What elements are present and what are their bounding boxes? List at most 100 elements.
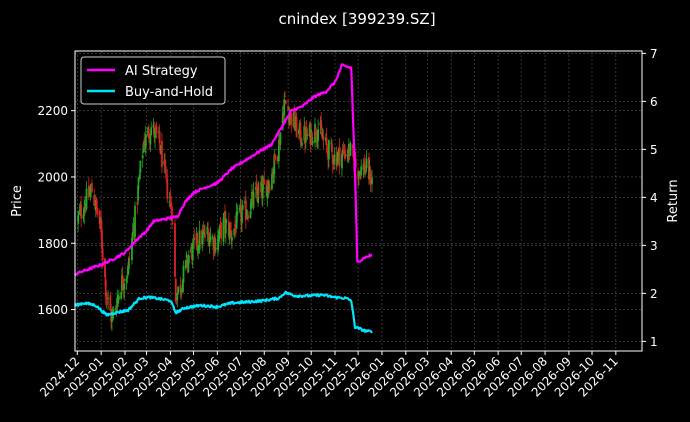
candle-body-272 (369, 170, 372, 185)
candle-body-99 (182, 265, 185, 283)
candle-body-134 (220, 222, 223, 239)
candle-body-90 (174, 223, 176, 277)
candle-body-234 (327, 140, 330, 160)
candle-body-84 (166, 179, 169, 200)
candle-body-274 (371, 177, 373, 184)
candle-body-50 (131, 238, 133, 261)
candle-body-33 (111, 312, 114, 319)
candle-body-147 (234, 225, 237, 233)
candle-body-149 (236, 211, 239, 216)
candle-body-150 (238, 207, 241, 210)
candle-body-117 (202, 228, 205, 233)
candle-body-48 (127, 257, 130, 270)
candle-body-29 (107, 298, 109, 300)
right-tick-label-2: 2 (650, 287, 658, 301)
candle-body-142 (229, 226, 232, 230)
candle-body-91 (174, 278, 177, 302)
candle-body-242 (337, 151, 340, 162)
candle-body-157 (245, 216, 248, 218)
candle-body-199 (290, 112, 293, 125)
ai-strategy-line (74, 63, 373, 276)
candle-body-0 (77, 216, 79, 222)
candle-body-143 (230, 231, 233, 238)
candle-body-139 (225, 220, 228, 222)
candle-body-79 (161, 140, 163, 167)
candle-body-187 (277, 139, 280, 162)
candle-body-32 (111, 315, 113, 322)
candle-body-205 (297, 129, 300, 134)
candle-body-62 (143, 139, 146, 149)
candle-body-176 (266, 182, 269, 199)
right-tick-label-5: 5 (650, 143, 658, 157)
candle-body-179 (268, 185, 271, 191)
candle-body-224 (317, 129, 320, 142)
right-axis-ticks: 1 2 3 4 5 6 7 (642, 47, 658, 349)
candle-body-261 (357, 172, 360, 177)
candle-body-101 (185, 254, 188, 258)
candle-body-22 (100, 218, 103, 232)
candle-body-60 (141, 155, 144, 159)
candle-body-193 (284, 95, 286, 97)
candle-body-93 (176, 292, 179, 301)
candle-body-68 (149, 136, 152, 145)
candle-body-4 (80, 204, 83, 219)
candle-body-100 (184, 260, 187, 269)
candle-body-20 (98, 210, 101, 224)
candle-body-226 (320, 119, 323, 130)
candle-body-169 (257, 189, 260, 191)
candle-body-156 (244, 199, 247, 220)
right-axis-label: Return (666, 179, 681, 222)
legend-label-bh: Buy-and-Hold (125, 85, 213, 100)
candle-body-27 (105, 294, 108, 301)
candle-body-174 (263, 179, 266, 185)
candle-body-154 (241, 204, 244, 210)
candle-body-70 (152, 124, 155, 128)
candle-body-34 (112, 309, 115, 313)
candle-body-10 (87, 185, 90, 198)
candle-body-221 (314, 127, 317, 137)
candle-body-182 (272, 171, 275, 178)
candle-body-249 (344, 149, 346, 160)
candlesticks (77, 90, 373, 332)
candle-body-120 (206, 226, 209, 235)
candle-body-235 (330, 143, 333, 145)
candle-body-23 (101, 229, 103, 250)
candle-body-54 (134, 205, 136, 238)
candle-body-36 (115, 307, 118, 311)
candle-body-266 (363, 161, 366, 173)
candle-body-96 (180, 289, 183, 293)
candle-body-194 (284, 100, 287, 104)
candle-body-172 (261, 183, 264, 199)
candle-body-109 (193, 237, 196, 241)
candle-body-64 (144, 134, 147, 148)
candle-body-51 (131, 232, 134, 241)
candle-body-74 (155, 125, 158, 134)
candle-body-238 (332, 163, 335, 165)
candle-body-213 (305, 126, 308, 139)
candle-body-85 (168, 201, 171, 203)
candle-body-86 (169, 197, 172, 201)
candle-body-138 (224, 219, 227, 234)
candle-body-145 (233, 228, 236, 236)
candle-body-44 (123, 283, 126, 291)
candle-body-108 (192, 238, 195, 244)
candle-body-58 (138, 174, 141, 179)
candle-body-55 (136, 202, 139, 205)
candle-body-209 (301, 142, 303, 146)
candle-body-131 (217, 234, 220, 240)
candle-body-46 (126, 276, 129, 279)
candle-body-263 (359, 171, 362, 179)
candle-body-6 (83, 208, 86, 216)
candle-body-244 (338, 147, 341, 167)
right-tick-label-6: 6 (650, 95, 658, 109)
candle-body-190 (281, 112, 284, 130)
candle-body-15 (93, 195, 96, 206)
candle-body-92 (175, 303, 178, 305)
candle-body-83 (165, 174, 168, 177)
left-axis-label: Price (10, 185, 25, 217)
candle-body-1 (77, 213, 80, 216)
candle-body-254 (349, 143, 352, 156)
right-tick-label-1: 1 (650, 335, 658, 349)
candle-body-9 (85, 188, 88, 210)
candle-body-185 (276, 156, 279, 162)
